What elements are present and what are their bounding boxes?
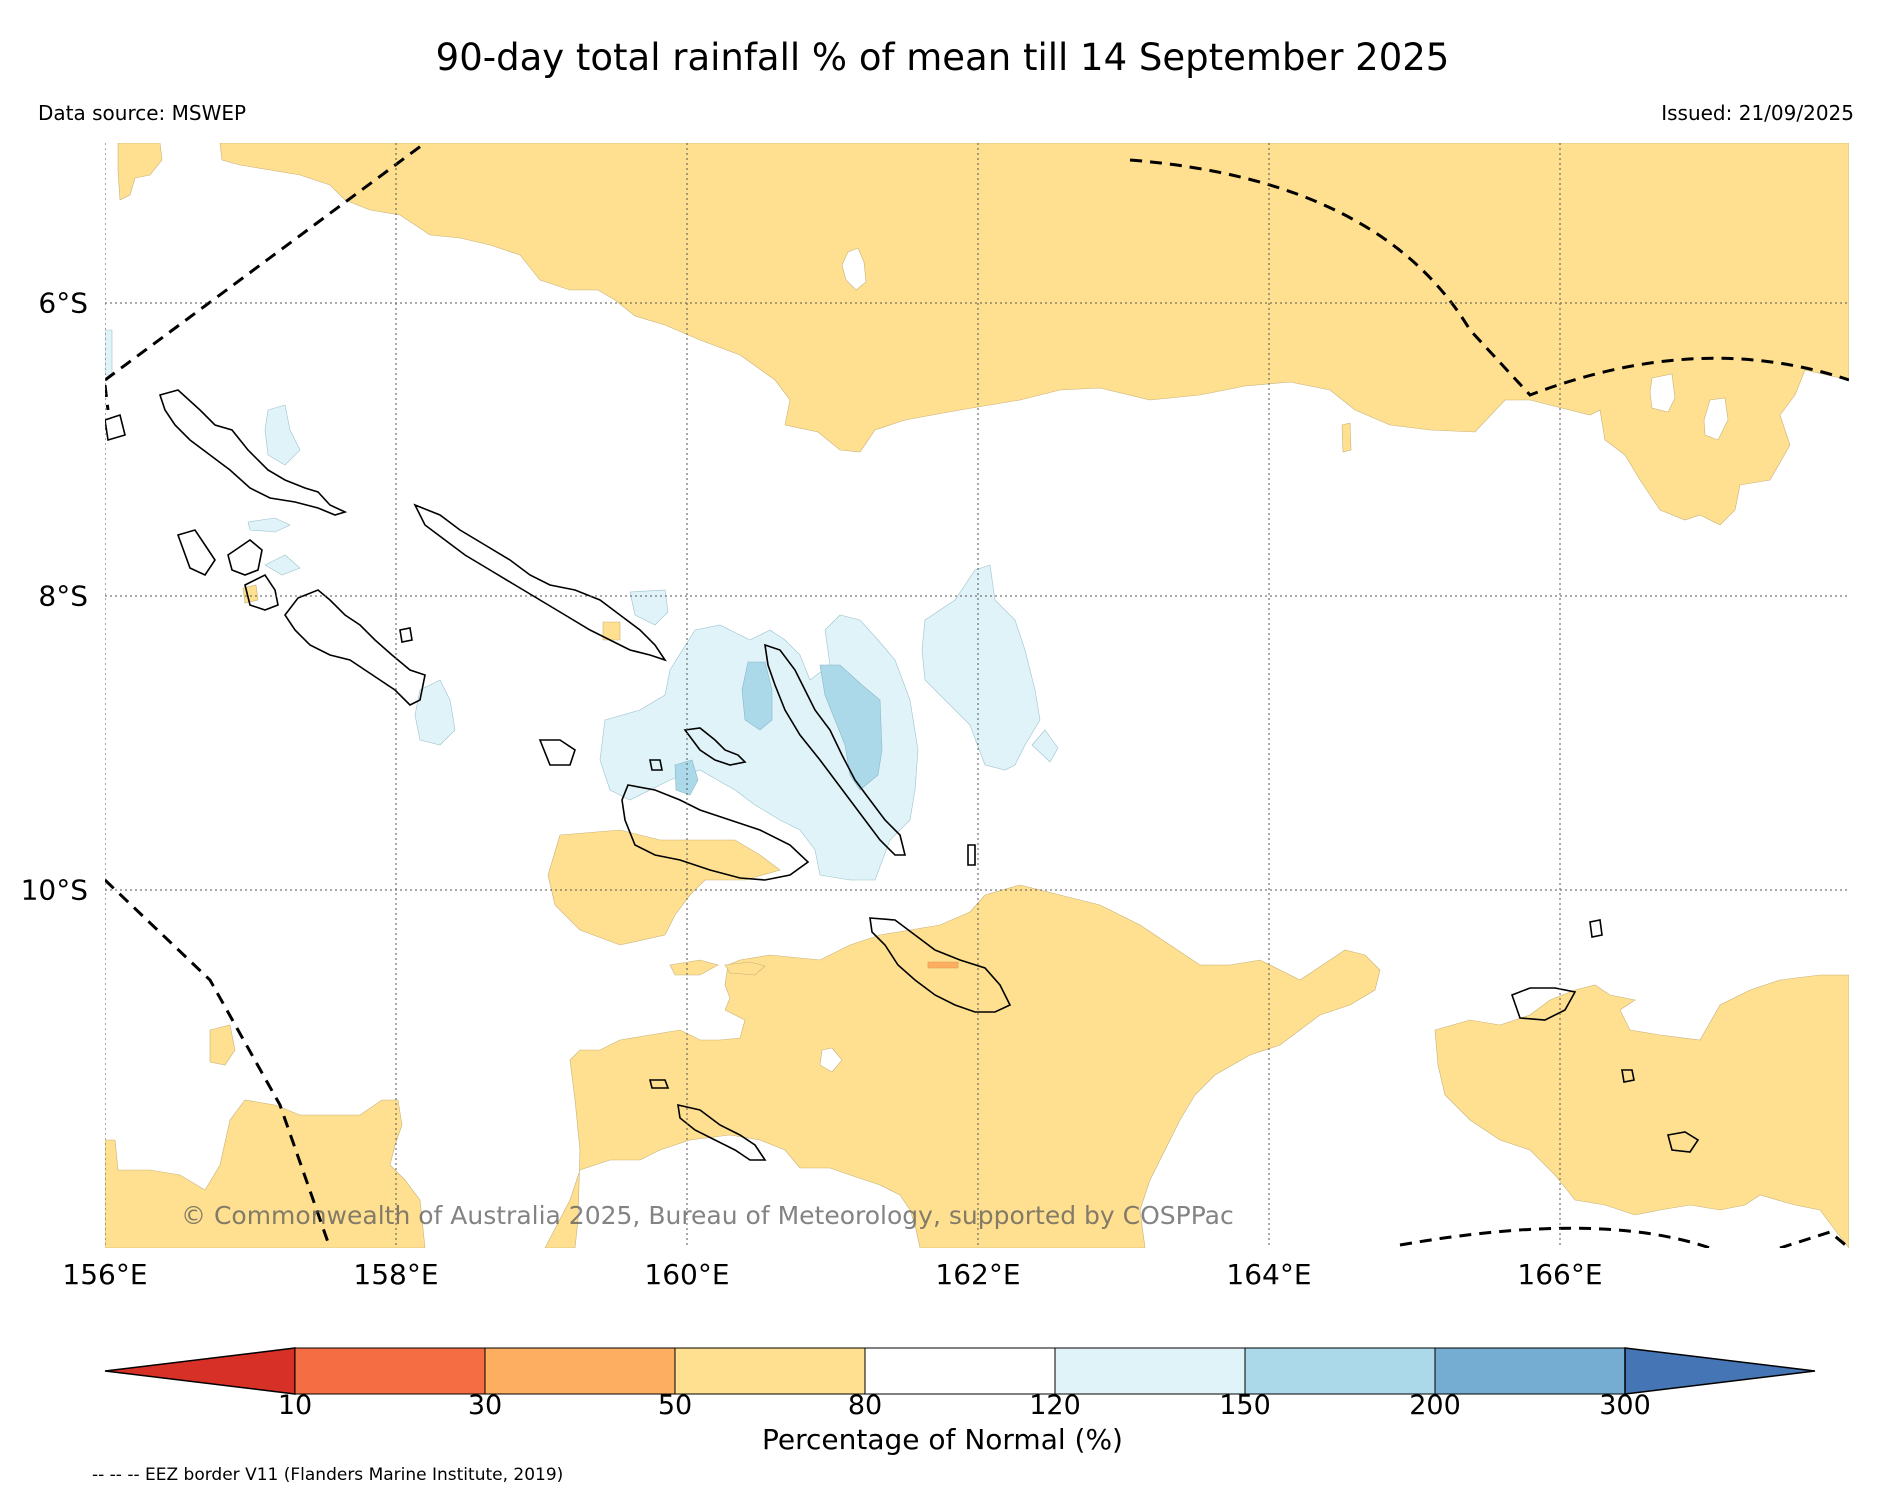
map-title: 90-day total rainfall % of mean till 14 …: [435, 36, 1450, 79]
wet-patch-5: [247, 517, 291, 533]
colorbar-tick-50: 50: [657, 1390, 693, 1421]
island-small-5: [1589, 919, 1603, 938]
island-malaita-north: [683, 727, 747, 766]
dry-strip-1: [669, 959, 719, 976]
white-hole-south: [819, 1047, 843, 1073]
island-bougainville: [158, 389, 348, 516]
island-small-9: [399, 627, 413, 643]
colorbar-tick-10: 10: [277, 1390, 313, 1421]
colorbar-bin-120-150: [1054, 1347, 1246, 1395]
colorbar-tick-200: 200: [1409, 1390, 1461, 1421]
colorbar-bin-80-120: [864, 1347, 1056, 1395]
gridlines: [105, 143, 1849, 1248]
colorbar-tick-80: 80: [847, 1390, 883, 1421]
wet-patch-4: [264, 404, 301, 466]
colorbar-tick-150: 150: [1219, 1390, 1271, 1421]
colorbar-tick-300: 300: [1599, 1390, 1651, 1421]
dry-region-south: [544, 884, 1381, 1248]
island-small-8: [649, 759, 663, 771]
lon-label-160E: 160°E: [644, 1258, 730, 1291]
island-choiseul: [413, 503, 667, 662]
lat-label-10S: 10°S: [20, 873, 88, 907]
coastlines: [105, 389, 1700, 1161]
map-area: [105, 143, 1849, 1248]
island-small-10: [105, 413, 126, 442]
lon-label-166E: 166°E: [1517, 1258, 1603, 1291]
wet-region-east: [921, 564, 1041, 771]
wet-patch-3: [414, 679, 456, 746]
data-source-label: Data source: MSWEP: [38, 101, 247, 125]
colorbar-under-triangle: [104, 1347, 296, 1395]
island-san-cristobal: [869, 917, 1012, 1013]
colorbar-bin-10-30: [294, 1347, 486, 1395]
island-guadalcanal: [621, 784, 810, 881]
dry-region-north: [219, 143, 1849, 526]
colorbar-over-triangle: [1624, 1347, 1816, 1395]
dry-region-southeast: [1434, 974, 1849, 1248]
dry-patch-west-small: [209, 1024, 236, 1066]
white-hole-north-1: [841, 247, 867, 291]
wet-patch-7: [105, 329, 113, 376]
lon-label-156E: 156°E: [62, 1258, 148, 1291]
island-small-2: [1510, 987, 1577, 1021]
lon-label-162E: 162°E: [935, 1258, 1021, 1291]
colorbar-label: Percentage of Normal (%): [762, 1423, 1123, 1456]
very-wet-patch-3: [674, 759, 699, 796]
island-small-6: [648, 1079, 670, 1089]
copyright-notice: © Commonwealth of Australia 2025, Bureau…: [181, 1201, 1234, 1230]
wet-patch-1: [629, 589, 669, 626]
dry-patch-small: [1341, 422, 1352, 453]
island-small-3: [1667, 1131, 1700, 1153]
orange-patch: [927, 961, 959, 969]
lon-label-164E: 164°E: [1226, 1258, 1312, 1291]
dry-strip-2: [724, 961, 766, 976]
colorbar-bin-200-300: [1434, 1347, 1626, 1395]
eez-legend-note: -- -- -- EEZ border V11 (Flanders Marine…: [92, 1465, 564, 1485]
wet-patch-6: [264, 554, 301, 576]
colorbar: [104, 1347, 1816, 1395]
wet-patch-2: [1031, 729, 1059, 763]
island-santa-isabel: [764, 643, 907, 856]
dry-region-southwest: [105, 1099, 426, 1248]
lat-label-8S: 8°S: [38, 579, 88, 613]
island-rennell-south: [677, 1103, 767, 1161]
island-small-7: [538, 739, 576, 766]
colorbar-tick-120: 120: [1029, 1390, 1081, 1421]
island-new-georgia: [284, 589, 426, 706]
colorbar-bin-30-50: [484, 1347, 676, 1395]
island-shortland: [176, 529, 216, 577]
very-wet-patch-2: [819, 664, 883, 791]
island-vella: [244, 573, 279, 611]
white-hole-north-3: [1703, 397, 1729, 441]
island-rennell: [227, 538, 263, 576]
island-small-1: [967, 844, 976, 866]
dry-patch-8s: [602, 621, 621, 641]
colorbar-tick-30: 30: [467, 1390, 503, 1421]
island-small-4: [1621, 1069, 1635, 1083]
white-hole-north-2: [1649, 373, 1676, 413]
lat-label-6S: 6°S: [38, 286, 88, 320]
issued-date-label: Issued: 21/09/2025: [1661, 101, 1854, 125]
colorbar-bin-50-80: [674, 1347, 866, 1395]
very-wet-patch-1: [741, 661, 773, 731]
dry-patch-nw: [117, 143, 163, 201]
colorbar-bin-150-200: [1244, 1347, 1436, 1395]
lon-label-158E: 158°E: [353, 1258, 439, 1291]
